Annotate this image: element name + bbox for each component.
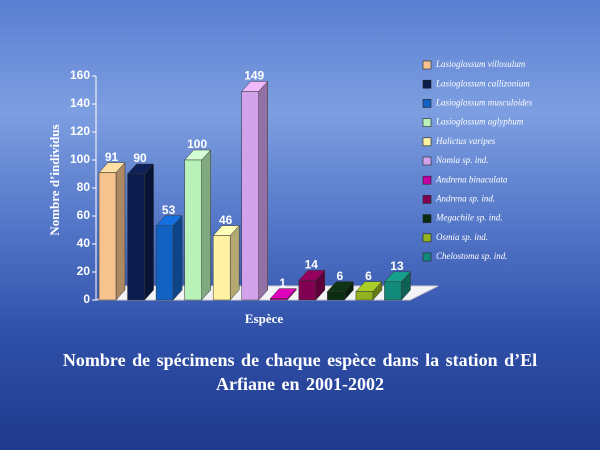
value-label: 14 [305,258,319,272]
legend-swatch [422,118,432,127]
y-tick-label: 100 [70,152,90,166]
y-tick-label: 20 [77,264,91,278]
bar [155,225,174,301]
legend-swatch [422,252,432,262]
value-label: 13 [390,259,404,273]
legend-label: Lasioglossum villosulum [435,59,526,69]
bar-side [144,163,154,301]
bar-side [229,224,240,301]
value-label: 1 [279,276,286,290]
bar-side [258,80,268,301]
bar-side [201,149,211,301]
bar [298,280,317,301]
legend-swatch [422,79,432,89]
legend-label: Lasioglossum callizonium [435,78,530,88]
legend-swatch [422,60,432,70]
legend-label: Lasioglossum musculoides [435,97,533,107]
value-label: 91 [105,150,119,164]
legend-swatch [422,195,432,204]
bar [355,291,374,301]
x-axis-label: Espèce [245,311,284,326]
legend-label: Andrena sp. ind. [435,193,495,203]
legend-label: Osmia sp. ind. [436,232,488,242]
bar [270,298,288,301]
legend-swatch [422,156,432,166]
y-tick-label: 160 [70,68,90,82]
bar [327,291,345,301]
bar [184,159,202,301]
y-tick-label: 60 [77,208,91,222]
bar [127,173,145,301]
bar [98,172,117,301]
legend-swatch [422,175,432,185]
value-label: 46 [219,213,233,227]
legend-swatch [422,214,432,223]
y-tick-label: 120 [70,124,90,138]
y-tick-label: 40 [77,236,91,250]
legend-swatch [422,99,432,108]
legend-swatch [422,137,432,147]
y-axis-label: Nombre d’individus [47,124,62,235]
bar [241,91,259,301]
y-tick-label: 0 [83,292,90,306]
y-tick-label: 80 [77,180,91,194]
value-label: 90 [133,151,147,165]
y-tick-label: 140 [70,96,90,110]
bar-side [172,215,183,301]
legend-label: Andrena binaculata [435,174,508,184]
legend-label: Megachile sp. ind. [435,213,503,223]
value-label: 53 [162,203,176,217]
value-label: 100 [187,137,207,151]
value-label: 6 [365,269,372,283]
value-label: 6 [337,269,344,283]
legend-label: Nomia sp. ind. [435,155,489,165]
value-label: 149 [244,69,264,83]
bar [384,281,402,301]
chart-title: Nombre de spécimens de chaque espèce dan… [62,350,538,394]
legend-label: Chelostoma sp. ind. [436,251,508,261]
legend-swatch [422,233,432,243]
bar-side [115,161,126,301]
bar [212,235,231,301]
legend-label: Lasioglossum aglyphum [435,117,524,127]
legend-label: Halictus varipes [435,136,496,146]
